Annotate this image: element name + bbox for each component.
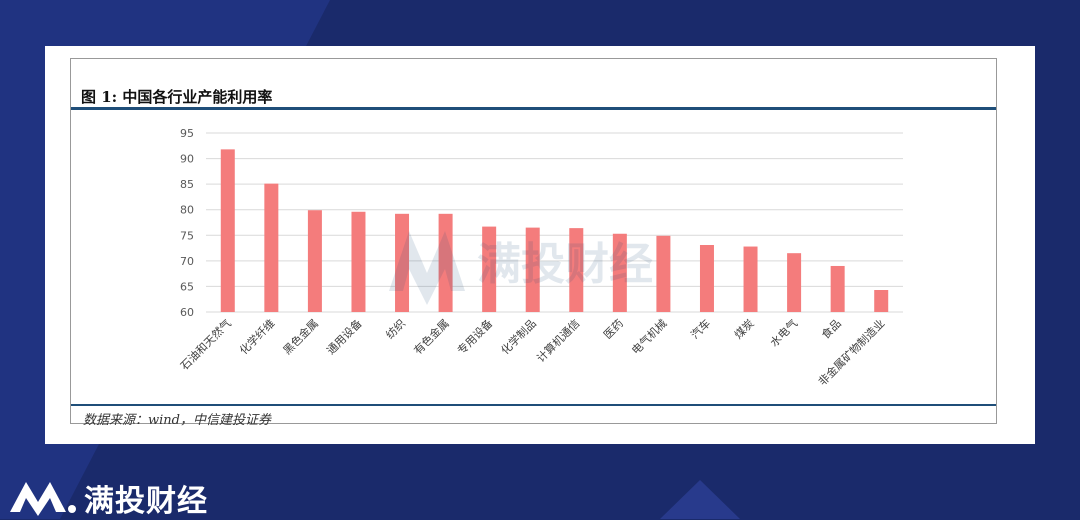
x-tick-label: 计算机通信 (534, 316, 583, 365)
bar (307, 210, 322, 312)
watermark-text: 满投财经 (477, 239, 653, 290)
x-tick-label: 煤炭 (732, 317, 757, 342)
y-tick-label: 90 (180, 153, 194, 166)
source-note: 数据来源：wind，中信建投证券 (83, 413, 271, 428)
x-tick-label: 化学纤维 (236, 316, 277, 357)
bar-chart: 60 65 70 75 80 85 90 95 石油和天然气 化学纤维 黑色金属 通用设备 纺织 有色金… (177, 127, 903, 388)
x-tick-label: 汽车 (688, 316, 713, 341)
x-tick-label: 纺织 (383, 316, 408, 341)
y-tick-labels: 60 65 70 75 80 85 90 95 (180, 127, 194, 319)
bar (743, 246, 758, 312)
figure-card: 图 1: 中国各行业产能利用率 60 65 70 75 80 85 90 95 石油和天然气化… (45, 46, 1035, 444)
watermark-logo-icon (389, 231, 465, 305)
bar (220, 149, 235, 312)
x-tick-label: 食品 (818, 316, 843, 341)
brand-name: 满投财经 (84, 484, 208, 519)
x-tick-label: 黑色金属 (280, 316, 321, 357)
brand-logo-icon (10, 482, 76, 516)
y-tick-label: 85 (180, 178, 194, 191)
bar (395, 213, 410, 312)
bar (482, 226, 497, 312)
figure-title: 图 1: 中国各行业产能利用率 (81, 88, 273, 106)
x-tick-label: 有色金属 (411, 316, 452, 357)
y-tick-label: 80 (180, 204, 194, 217)
bar (612, 233, 627, 312)
bars (220, 149, 889, 312)
x-tick-label: 石油和天然气 (177, 316, 234, 373)
bar (525, 227, 540, 312)
bar (264, 183, 279, 312)
bar (787, 253, 802, 312)
y-tick-label: 95 (180, 127, 194, 140)
y-tick-label: 75 (180, 229, 194, 242)
y-tick-label: 65 (180, 280, 194, 293)
x-tick-label: 通用设备 (324, 316, 365, 357)
source-rule (71, 404, 996, 406)
bar (656, 235, 671, 312)
bar (351, 211, 366, 312)
bar (699, 245, 714, 312)
x-tick-labels: 石油和天然气 化学纤维 黑色金属 通用设备 纺织 有色金属 专用设备 化学制品计算机通信 医药电… (177, 316, 887, 388)
x-tick-label: 水电气 (767, 316, 800, 349)
x-tick-label: 化学制品 (498, 316, 539, 357)
y-tick-label: 70 (180, 255, 194, 268)
bar (874, 290, 889, 312)
figure-frame: 图 1: 中国各行业产能利用率 60 65 70 75 80 85 90 95 石油和天然气化… (70, 58, 997, 428)
x-tick-label: 医药 (601, 317, 626, 342)
x-tick-label: 专用设备 (454, 316, 495, 357)
bar (438, 213, 453, 312)
x-tick-label: 电气机械 (629, 316, 670, 357)
bar (569, 228, 584, 312)
grid-lines (206, 132, 903, 313)
title-rule (71, 107, 996, 110)
y-tick-label: 60 (180, 306, 194, 319)
bar (830, 265, 845, 312)
watermark: 满投财经 (389, 231, 653, 305)
